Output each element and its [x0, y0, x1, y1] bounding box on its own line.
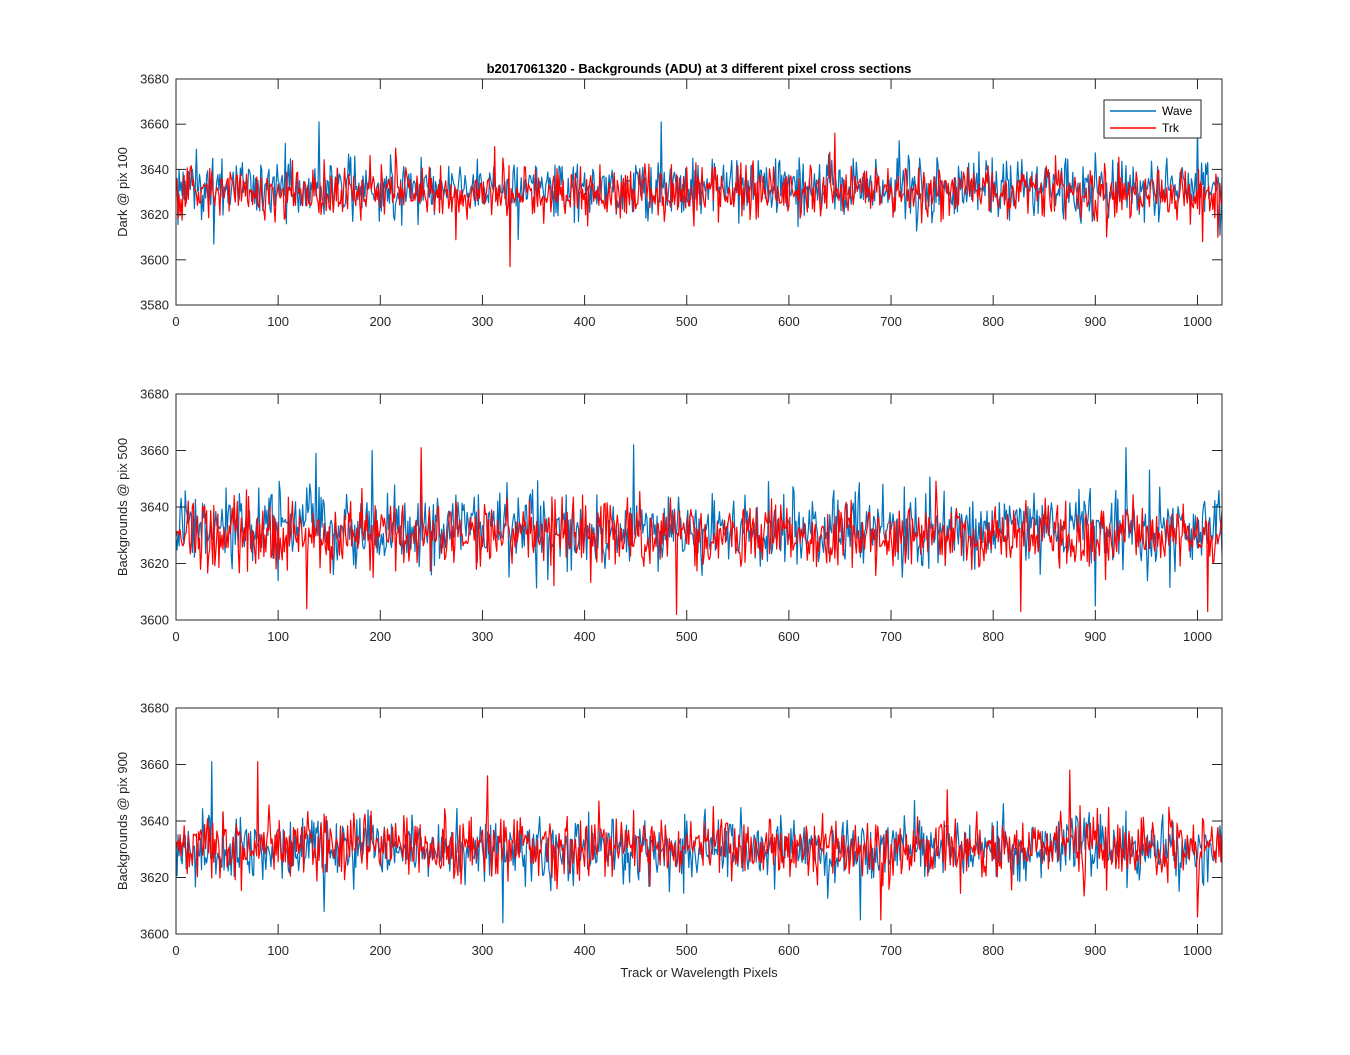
- y-tick-label: 3660: [140, 117, 169, 132]
- y-tick-label: 3660: [140, 443, 169, 458]
- x-tick-label: 500: [676, 314, 698, 329]
- x-tick-label: 100: [267, 314, 289, 329]
- x-tick-label: 300: [472, 629, 494, 644]
- y-tick-label: 3640: [140, 814, 169, 829]
- y-tick-label: 3680: [140, 387, 169, 402]
- x-tick-label: 300: [472, 943, 494, 958]
- x-tick-label: 100: [267, 943, 289, 958]
- y-axis-label: Backgrounds @ pix 900: [115, 752, 130, 890]
- y-tick-label: 3600: [140, 927, 169, 942]
- subplot-2: 0 100 200 300 400 500 600 700 800 900 1000 3600 3620…: [115, 387, 1223, 644]
- series-group: [176, 444, 1222, 615]
- x-tick-label: 200: [369, 314, 391, 329]
- series-group: [176, 761, 1222, 924]
- series-line-trk: [176, 761, 1222, 921]
- y-tick-label: 3580: [140, 298, 169, 313]
- y-axis-label: Backgrounds @ pix 500: [115, 438, 130, 576]
- legend: Wave Trk: [1103, 99, 1202, 139]
- x-tick-label: 700: [880, 629, 902, 644]
- x-tick-label: 1000: [1183, 314, 1212, 329]
- y-tick-label: 3620: [140, 870, 169, 885]
- x-tick-label: 200: [369, 943, 391, 958]
- x-axis-label: Track or Wavelength Pixels: [620, 965, 778, 980]
- x-tick-label: 900: [1084, 629, 1106, 644]
- x-tick-label: 500: [676, 943, 698, 958]
- x-tick-label: 600: [778, 629, 800, 644]
- y-tick-label: 3600: [140, 613, 169, 628]
- y-tick-label: 3660: [140, 757, 169, 772]
- x-tick-label: 1000: [1183, 943, 1212, 958]
- subplot-1: 0 100 200 300 400 500 600 700 800 900 1000 3580 3600…: [115, 72, 1223, 329]
- x-tick-label: 800: [982, 943, 1004, 958]
- x-tick-label: 900: [1084, 314, 1106, 329]
- legend-label-wave: Wave: [1162, 104, 1193, 118]
- y-tick-label: 3640: [140, 162, 169, 177]
- x-tick-label: 400: [574, 943, 596, 958]
- y-tick-label: 3680: [140, 72, 169, 87]
- y-tick-label: 3620: [140, 556, 169, 571]
- x-tick-label: 1000: [1183, 629, 1212, 644]
- x-tick-label: 500: [676, 629, 698, 644]
- x-tick-label: 300: [472, 314, 494, 329]
- series-line-trk: [176, 447, 1222, 615]
- y-tick-label: 3620: [140, 207, 169, 222]
- y-axis-label: Dark @ pix 100: [115, 147, 130, 237]
- x-tick-label: 200: [369, 629, 391, 644]
- x-tick-label: 0: [172, 943, 179, 958]
- x-tick-label: 400: [574, 314, 596, 329]
- x-tick-label: 600: [778, 943, 800, 958]
- series-line-trk: [176, 132, 1222, 268]
- x-tick-label: 800: [982, 314, 1004, 329]
- x-tick-label: 800: [982, 629, 1004, 644]
- subplot-3: 0 100 200 300 400 500 600 700 800 900 1000 3600 3620…: [115, 701, 1223, 958]
- y-tick-label: 3680: [140, 701, 169, 716]
- axes-box: [175, 78, 1223, 306]
- legend-box: [1103, 99, 1202, 139]
- x-tick-label: 100: [267, 629, 289, 644]
- x-tick-label: 900: [1084, 943, 1106, 958]
- x-tick-label: 600: [778, 314, 800, 329]
- y-tick-label: 3600: [140, 252, 169, 267]
- chart-title: b2017061320 - Backgrounds (ADU) at 3 dif…: [487, 61, 912, 76]
- plot-area: [176, 708, 1222, 934]
- legend-label-trk: Trk: [1162, 121, 1180, 135]
- x-tick-label: 0: [172, 629, 179, 644]
- x-tick-label: 700: [880, 943, 902, 958]
- series-group: [176, 121, 1222, 268]
- y-tick-label: 3640: [140, 500, 169, 515]
- x-tick-label: 700: [880, 314, 902, 329]
- x-tick-label: 400: [574, 629, 596, 644]
- x-tick-label: 0: [172, 314, 179, 329]
